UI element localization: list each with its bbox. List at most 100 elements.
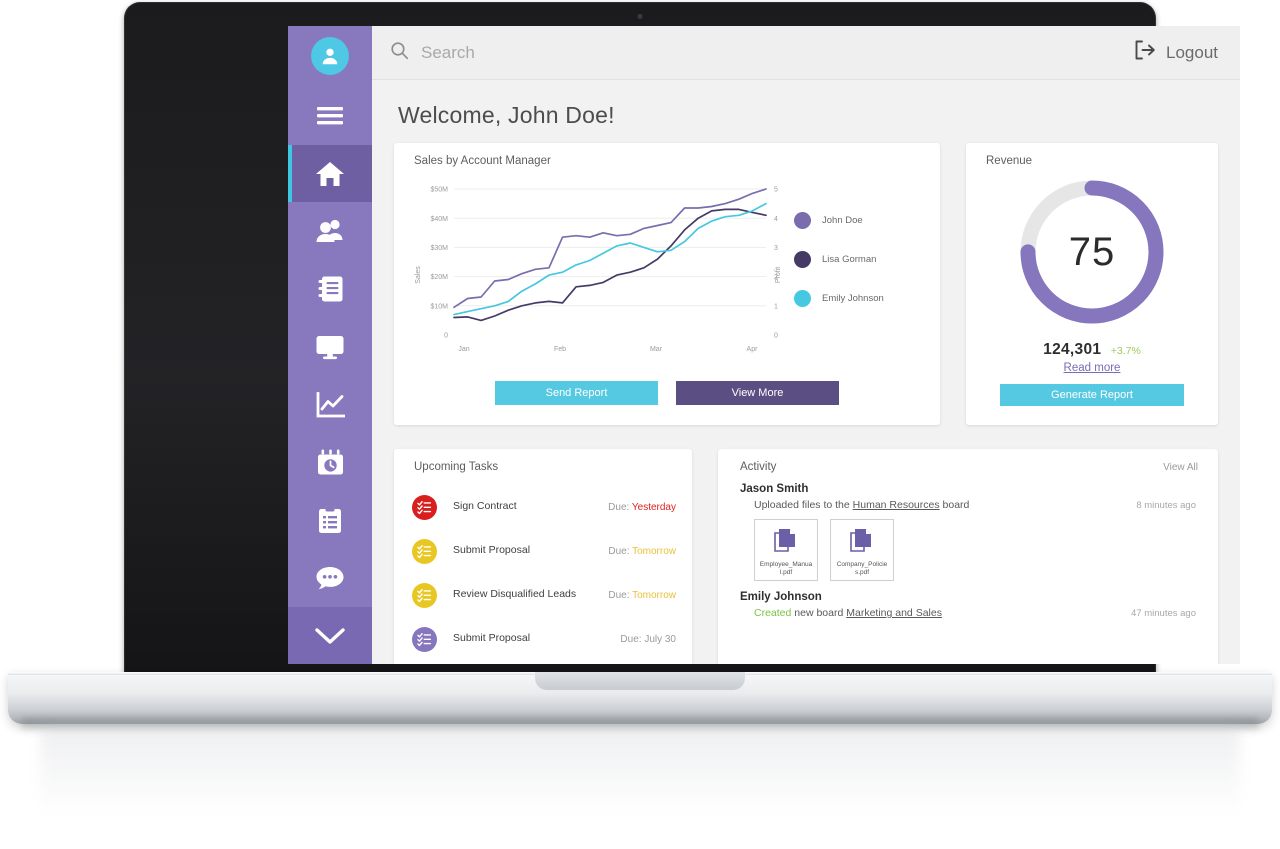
activity-card: Activity View All Jason Smith Uploaded fi… bbox=[718, 449, 1218, 664]
sidebar-item-tasks[interactable] bbox=[288, 492, 372, 550]
activity-text: Uploaded files to the Human Resources bo… bbox=[754, 499, 970, 511]
task-row[interactable]: Sign Contract Due: Yesterday bbox=[394, 485, 692, 529]
task-due-value: July 30 bbox=[644, 633, 676, 645]
checklist-icon bbox=[412, 582, 437, 608]
chat-bubble-icon bbox=[315, 565, 345, 591]
legend-label: Emily Johnson bbox=[822, 293, 884, 304]
logout-label: Logout bbox=[1166, 42, 1218, 62]
revenue-amount: 124,301 bbox=[1043, 341, 1102, 358]
sales-chart-legend: John Doe Lisa Gorman Emily Johnson bbox=[794, 201, 912, 318]
sales-chart-title: Sales by Account Manager bbox=[414, 155, 551, 167]
donut-svg bbox=[1020, 180, 1164, 324]
task-due: Due: July 30 bbox=[620, 633, 676, 645]
y2-axis-tick: 4 bbox=[774, 216, 778, 223]
revenue-card: Revenue 75 bbox=[966, 143, 1218, 425]
app-screen: Logout Welcome, John Doe! Sales by Accou… bbox=[288, 26, 1240, 664]
sales-chart-svg: 0 $10M $20M $30M $40M $50M 0 1 2 3 4 5 Jan Feb Mar Ap… bbox=[415, 187, 782, 353]
task-row[interactable]: Submit Proposal Due: July 30 bbox=[394, 617, 692, 661]
search-input[interactable] bbox=[421, 37, 1134, 68]
y2-axis-tick: 5 bbox=[774, 187, 778, 194]
legend-item[interactable]: Emily Johnson bbox=[794, 279, 912, 318]
y2-axis-tick: 3 bbox=[774, 245, 778, 252]
sidebar-item-messages[interactable] bbox=[288, 549, 372, 607]
task-name: Submit Proposal bbox=[453, 544, 531, 557]
activity-header: Activity View All bbox=[718, 449, 1218, 473]
revenue-metric: 124,301 +3.7% bbox=[966, 341, 1218, 359]
task-row[interactable]: Review Disqualified Leads Due: Tomorrow bbox=[394, 573, 692, 617]
y-axis-tick: $30M bbox=[430, 245, 448, 252]
sidebar-item-home[interactable] bbox=[288, 144, 372, 203]
laptop-base bbox=[8, 672, 1272, 724]
revenue-delta: +3.7% bbox=[1110, 345, 1141, 357]
y2-axis-tick: 2 bbox=[774, 274, 778, 281]
svg-text:Sales: Sales bbox=[415, 266, 422, 284]
y-axis-tick: 0 bbox=[444, 333, 448, 340]
logout-button[interactable]: Logout bbox=[1134, 40, 1218, 65]
y2-axis-tick: 1 bbox=[774, 303, 778, 310]
sidebar-item-schedule[interactable] bbox=[288, 434, 372, 492]
content: Welcome, John Doe! Sales by Account Mana… bbox=[372, 80, 1240, 664]
task-row[interactable]: Submit Proposal Due: Tomorrow bbox=[394, 529, 692, 573]
task-name: Sign Contract bbox=[453, 500, 517, 513]
sales-chart-card: Sales by Account Manager 0 $10M $20M $30M $4… bbox=[394, 143, 940, 425]
chart-series-line bbox=[453, 208, 767, 322]
webcam-dot bbox=[637, 14, 643, 19]
file-name: Company_Policies.pdf bbox=[836, 561, 888, 577]
task-due: Due: Tomorrow bbox=[608, 545, 676, 557]
activity-text: Created new board Marketing and Sales bbox=[754, 607, 942, 619]
upcoming-tasks-card: Upcoming Tasks Sign Contract Due: Yesterd… bbox=[394, 449, 692, 664]
legend-label: Lisa Gorman bbox=[822, 254, 877, 265]
activity-user: Emily Johnson bbox=[740, 591, 822, 603]
chevron-down-icon bbox=[314, 626, 346, 646]
view-all-link[interactable]: View All bbox=[1163, 462, 1198, 473]
logout-icon bbox=[1134, 40, 1156, 65]
file-name: Employee_Manual.pdf bbox=[759, 561, 813, 577]
view-more-button[interactable]: View More bbox=[676, 381, 839, 405]
activity-board-link[interactable]: Human Resources bbox=[852, 499, 940, 511]
svg-text:Profit: Profit bbox=[775, 267, 782, 283]
search-icon bbox=[390, 41, 409, 65]
legend-label: John Doe bbox=[822, 215, 863, 226]
home-icon bbox=[315, 160, 345, 188]
hamburger-menu-icon bbox=[316, 105, 344, 127]
activity-board-link[interactable]: Marketing and Sales bbox=[846, 607, 942, 619]
laptop-reflection bbox=[40, 726, 1240, 816]
y2-axis-tick: 0 bbox=[774, 333, 778, 340]
activity-title: Activity bbox=[740, 461, 777, 473]
sidebar-item-menu[interactable] bbox=[288, 87, 372, 145]
chart-actions: Send Report View More bbox=[394, 375, 940, 405]
avatar[interactable] bbox=[288, 26, 372, 87]
monitor-icon bbox=[315, 334, 345, 360]
tasks-list: Sign Contract Due: Yesterday Submit Propos… bbox=[394, 485, 692, 661]
task-due-value: Tomorrow bbox=[632, 545, 676, 557]
x-axis-tick: Mar bbox=[650, 346, 663, 353]
activity-file[interactable]: Company_Policies.pdf bbox=[830, 519, 894, 581]
laptop-lid: Logout Welcome, John Doe! Sales by Accou… bbox=[124, 2, 1240, 680]
revenue-gauge-value: 75 bbox=[1068, 229, 1116, 274]
legend-color-dot bbox=[794, 251, 811, 268]
legend-item[interactable]: John Doe bbox=[794, 201, 912, 240]
sidebar-item-dashboard[interactable] bbox=[288, 318, 372, 376]
task-due: Due: Yesterday bbox=[608, 501, 676, 513]
send-report-button[interactable]: Send Report bbox=[495, 381, 658, 405]
clipboard-icon bbox=[317, 506, 343, 534]
sidebar-item-contacts[interactable] bbox=[288, 202, 372, 260]
sidebar-item-more[interactable] bbox=[288, 607, 372, 664]
activity-file[interactable]: Employee_Manual.pdf bbox=[754, 519, 818, 581]
notebook-icon bbox=[317, 275, 344, 303]
revenue-title: Revenue bbox=[986, 155, 1033, 167]
task-name: Submit Proposal bbox=[453, 632, 531, 645]
revenue-donut-chart: 75 bbox=[1013, 173, 1171, 331]
read-more-link[interactable]: Read more bbox=[1063, 362, 1121, 374]
sidebar-item-notebook[interactable] bbox=[288, 260, 372, 318]
topbar: Logout bbox=[372, 26, 1240, 80]
file-copy-icon bbox=[773, 527, 799, 558]
legend-color-dot bbox=[794, 212, 811, 229]
legend-item[interactable]: Lisa Gorman bbox=[794, 240, 912, 279]
activity-time: 8 minutes ago bbox=[1136, 500, 1196, 511]
generate-report-button[interactable]: Generate Report bbox=[1000, 384, 1184, 406]
revenue-actions: Generate Report bbox=[966, 384, 1218, 406]
sidebar-item-reports[interactable] bbox=[288, 376, 372, 434]
task-due: Due: Tomorrow bbox=[608, 589, 676, 601]
y-axis-tick: $20M bbox=[430, 274, 448, 281]
